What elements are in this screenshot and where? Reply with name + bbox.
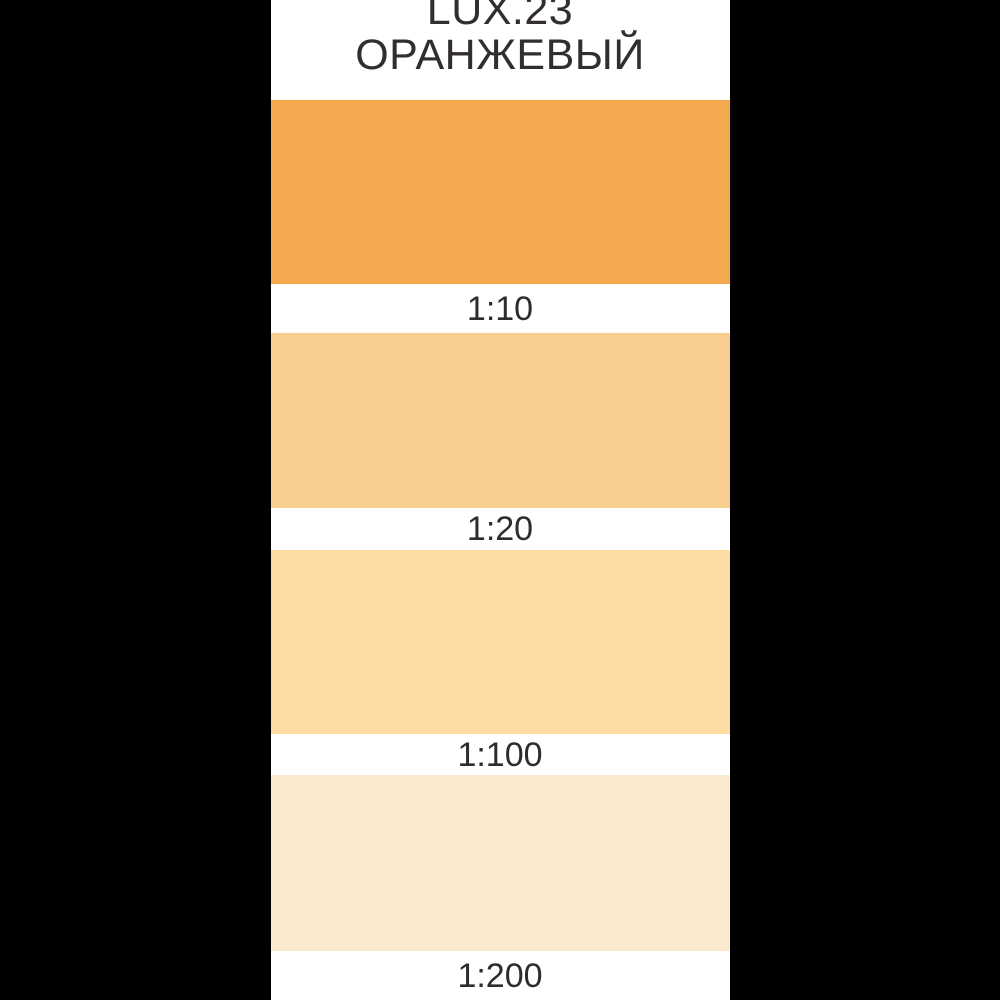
left-black-bar [0, 0, 270, 1000]
color-swatch-1-10 [270, 100, 730, 284]
product-code: LUX.23 [426, 0, 574, 34]
dilution-ratio-label: 1:10 [466, 289, 534, 328]
color-swatch-1-20 [270, 333, 730, 508]
color-sample-card: LUX.23 ОРАНЖЕВЫЙ 1:10 1:20 1:100 1:200 [270, 0, 730, 1000]
card-header: LUX.23 ОРАНЖЕВЫЙ [271, 0, 730, 100]
color-swatch-1-100 [270, 550, 730, 734]
dilution-ratio-label: 1:200 [457, 956, 543, 995]
color-swatch-1-200 [270, 775, 730, 951]
dilution-ratio-label: 1:100 [457, 735, 543, 774]
right-black-bar [730, 0, 1000, 1000]
color-name: ОРАНЖЕВЫЙ [355, 31, 645, 79]
ratio-row: 1:200 [270, 951, 730, 1000]
dilution-ratio-label: 1:20 [466, 510, 534, 548]
page-title: LUX.23 ОРАНЖЕВЫЙ [271, 0, 730, 78]
ratio-row: 1:100 [270, 734, 730, 775]
ratio-row: 1:20 [270, 508, 730, 550]
ratio-row: 1:10 [270, 284, 730, 333]
